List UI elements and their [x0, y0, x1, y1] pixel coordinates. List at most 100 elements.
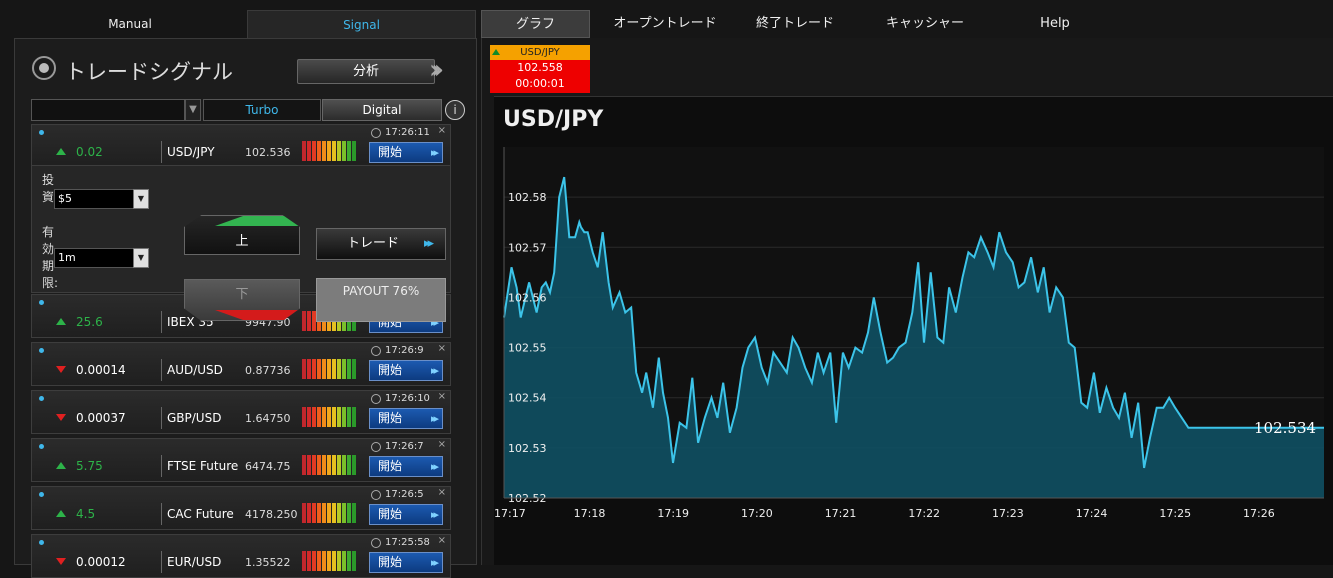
strength-bar [352, 141, 356, 161]
strength-bar [327, 455, 331, 475]
strength-bar [302, 551, 306, 571]
strength-bar [342, 141, 346, 161]
tab-cashier[interactable]: キャッシャー [885, 16, 964, 31]
tab-turbo[interactable]: Turbo [203, 99, 321, 121]
signal-change: 25.6 [76, 315, 103, 329]
clock-icon [371, 490, 381, 500]
y-tick-label: 102.56 [508, 291, 547, 304]
strength-bar [302, 503, 306, 523]
strength-meter [302, 503, 356, 523]
analysis-button[interactable]: 分析 [297, 59, 435, 84]
close-icon[interactable]: × [437, 391, 446, 402]
expiry-select[interactable]: 1m [54, 248, 140, 268]
strength-bar [332, 141, 336, 161]
signal-change: 0.00014 [76, 363, 126, 377]
ticker-pair: USD/JPY [490, 45, 590, 60]
arrow-down-icon [56, 366, 66, 373]
y-tick-label: 102.57 [508, 241, 547, 254]
trade-button[interactable]: トレード [316, 228, 446, 260]
close-icon[interactable]: × [437, 439, 446, 450]
signal-time: 17:26:10 [385, 393, 430, 404]
start-button[interactable]: 開始 [369, 456, 443, 477]
strength-bar [337, 551, 341, 571]
start-button[interactable]: 開始 [369, 552, 443, 573]
trade-form: 投資: $5 ▼ 有効期限: 1m ▼ 上 下 トレード PAYOUT 76% [31, 165, 451, 322]
start-button[interactable]: 開始 [369, 408, 443, 429]
strength-bar [327, 407, 331, 427]
ticker-card[interactable]: USD/JPY 102.558 00:00:01 [490, 45, 590, 93]
down-button[interactable]: 下 [184, 279, 300, 321]
arrow-down-icon [56, 558, 66, 565]
tab-manual[interactable]: Manual [108, 17, 152, 31]
divider [161, 407, 162, 429]
ticker-timer: 00:00:01 [515, 77, 565, 90]
status-dot-icon [39, 348, 44, 353]
strength-meter [302, 141, 356, 161]
asset-name: USD/JPY [167, 145, 215, 159]
status-dot-icon [39, 444, 44, 449]
signal-change: 5.75 [76, 459, 103, 473]
signal-filter-bar: ▼ Turbo Digital i [31, 99, 465, 121]
asset-price: 102.536 [245, 146, 291, 159]
x-tick-label: 17:18 [574, 507, 606, 520]
divider [161, 359, 162, 381]
tab-signal[interactable]: Signal [247, 10, 476, 38]
start-button[interactable]: 開始 [369, 360, 443, 381]
x-tick-label: 17:21 [825, 507, 857, 520]
x-tick-label: 17:22 [908, 507, 940, 520]
strength-meter [302, 407, 356, 427]
strength-bar [347, 141, 351, 161]
strength-bar [352, 359, 356, 379]
tab-open-trades[interactable]: オープントレード [613, 16, 717, 31]
tab-help[interactable]: Help [1040, 16, 1070, 31]
area-fill [504, 177, 1324, 498]
signal-row: 17:26:9 × 0.00014 AUD/USD 0.87736 開始 [31, 342, 451, 386]
strength-meter [302, 455, 356, 475]
start-button[interactable]: 開始 [369, 504, 443, 525]
asset-name: GBP/USD [167, 411, 222, 425]
asset-name: EUR/USD [167, 555, 222, 569]
signal-change: 0.02 [76, 145, 103, 159]
divider [161, 551, 162, 573]
ticker-price: 102.558 [517, 61, 563, 74]
divider [161, 503, 162, 525]
strength-bar [317, 503, 321, 523]
signal-change: 0.00012 [76, 555, 126, 569]
x-tick-label: 17:23 [992, 507, 1024, 520]
info-icon[interactable]: i [445, 100, 465, 120]
up-button[interactable]: 上 [184, 215, 300, 255]
close-icon[interactable]: × [437, 125, 446, 136]
strength-bar [342, 503, 346, 523]
expiry-label: 有効期限: [42, 225, 59, 290]
chevron-down-icon[interactable]: ▼ [133, 189, 149, 209]
y-tick-label: 102.54 [508, 392, 547, 405]
signal-time: 17:26:9 [385, 345, 424, 356]
tab-graph[interactable]: グラフ [481, 10, 590, 38]
clock-icon [371, 346, 381, 356]
chevron-down-icon[interactable]: ▼ [133, 248, 149, 268]
tab-closed-trades[interactable]: 終了トレード [755, 16, 834, 31]
strength-bar [337, 455, 341, 475]
close-icon[interactable]: × [437, 487, 446, 498]
signal-change: 0.00037 [76, 411, 126, 425]
invest-input[interactable]: $5 [54, 189, 140, 209]
strength-bar [342, 551, 346, 571]
strength-bar [342, 455, 346, 475]
chart-canvas: 102.52102.53102.54102.55102.56102.57102.… [494, 147, 1324, 520]
chevron-down-icon[interactable]: ▼ [185, 99, 201, 121]
strength-bar [307, 503, 311, 523]
strength-bar [347, 407, 351, 427]
signal-row: 17:26:5 × 4.5 CAC Future 4178.250 開始 [31, 486, 451, 530]
arrow-up-icon [56, 462, 66, 469]
payout-badge: PAYOUT 76% [316, 278, 446, 322]
close-icon[interactable]: × [437, 535, 446, 546]
tab-digital[interactable]: Digital [322, 99, 442, 121]
asset-dropdown[interactable] [31, 99, 185, 121]
start-button[interactable]: 開始 [369, 142, 443, 163]
arrow-up-icon [56, 148, 66, 155]
strength-bar [322, 407, 326, 427]
strength-bar [307, 359, 311, 379]
signal-row: 17:26:7 × 5.75 FTSE Future 6474.75 開始 [31, 438, 451, 482]
close-icon[interactable]: × [437, 343, 446, 354]
status-dot-icon [39, 300, 44, 305]
